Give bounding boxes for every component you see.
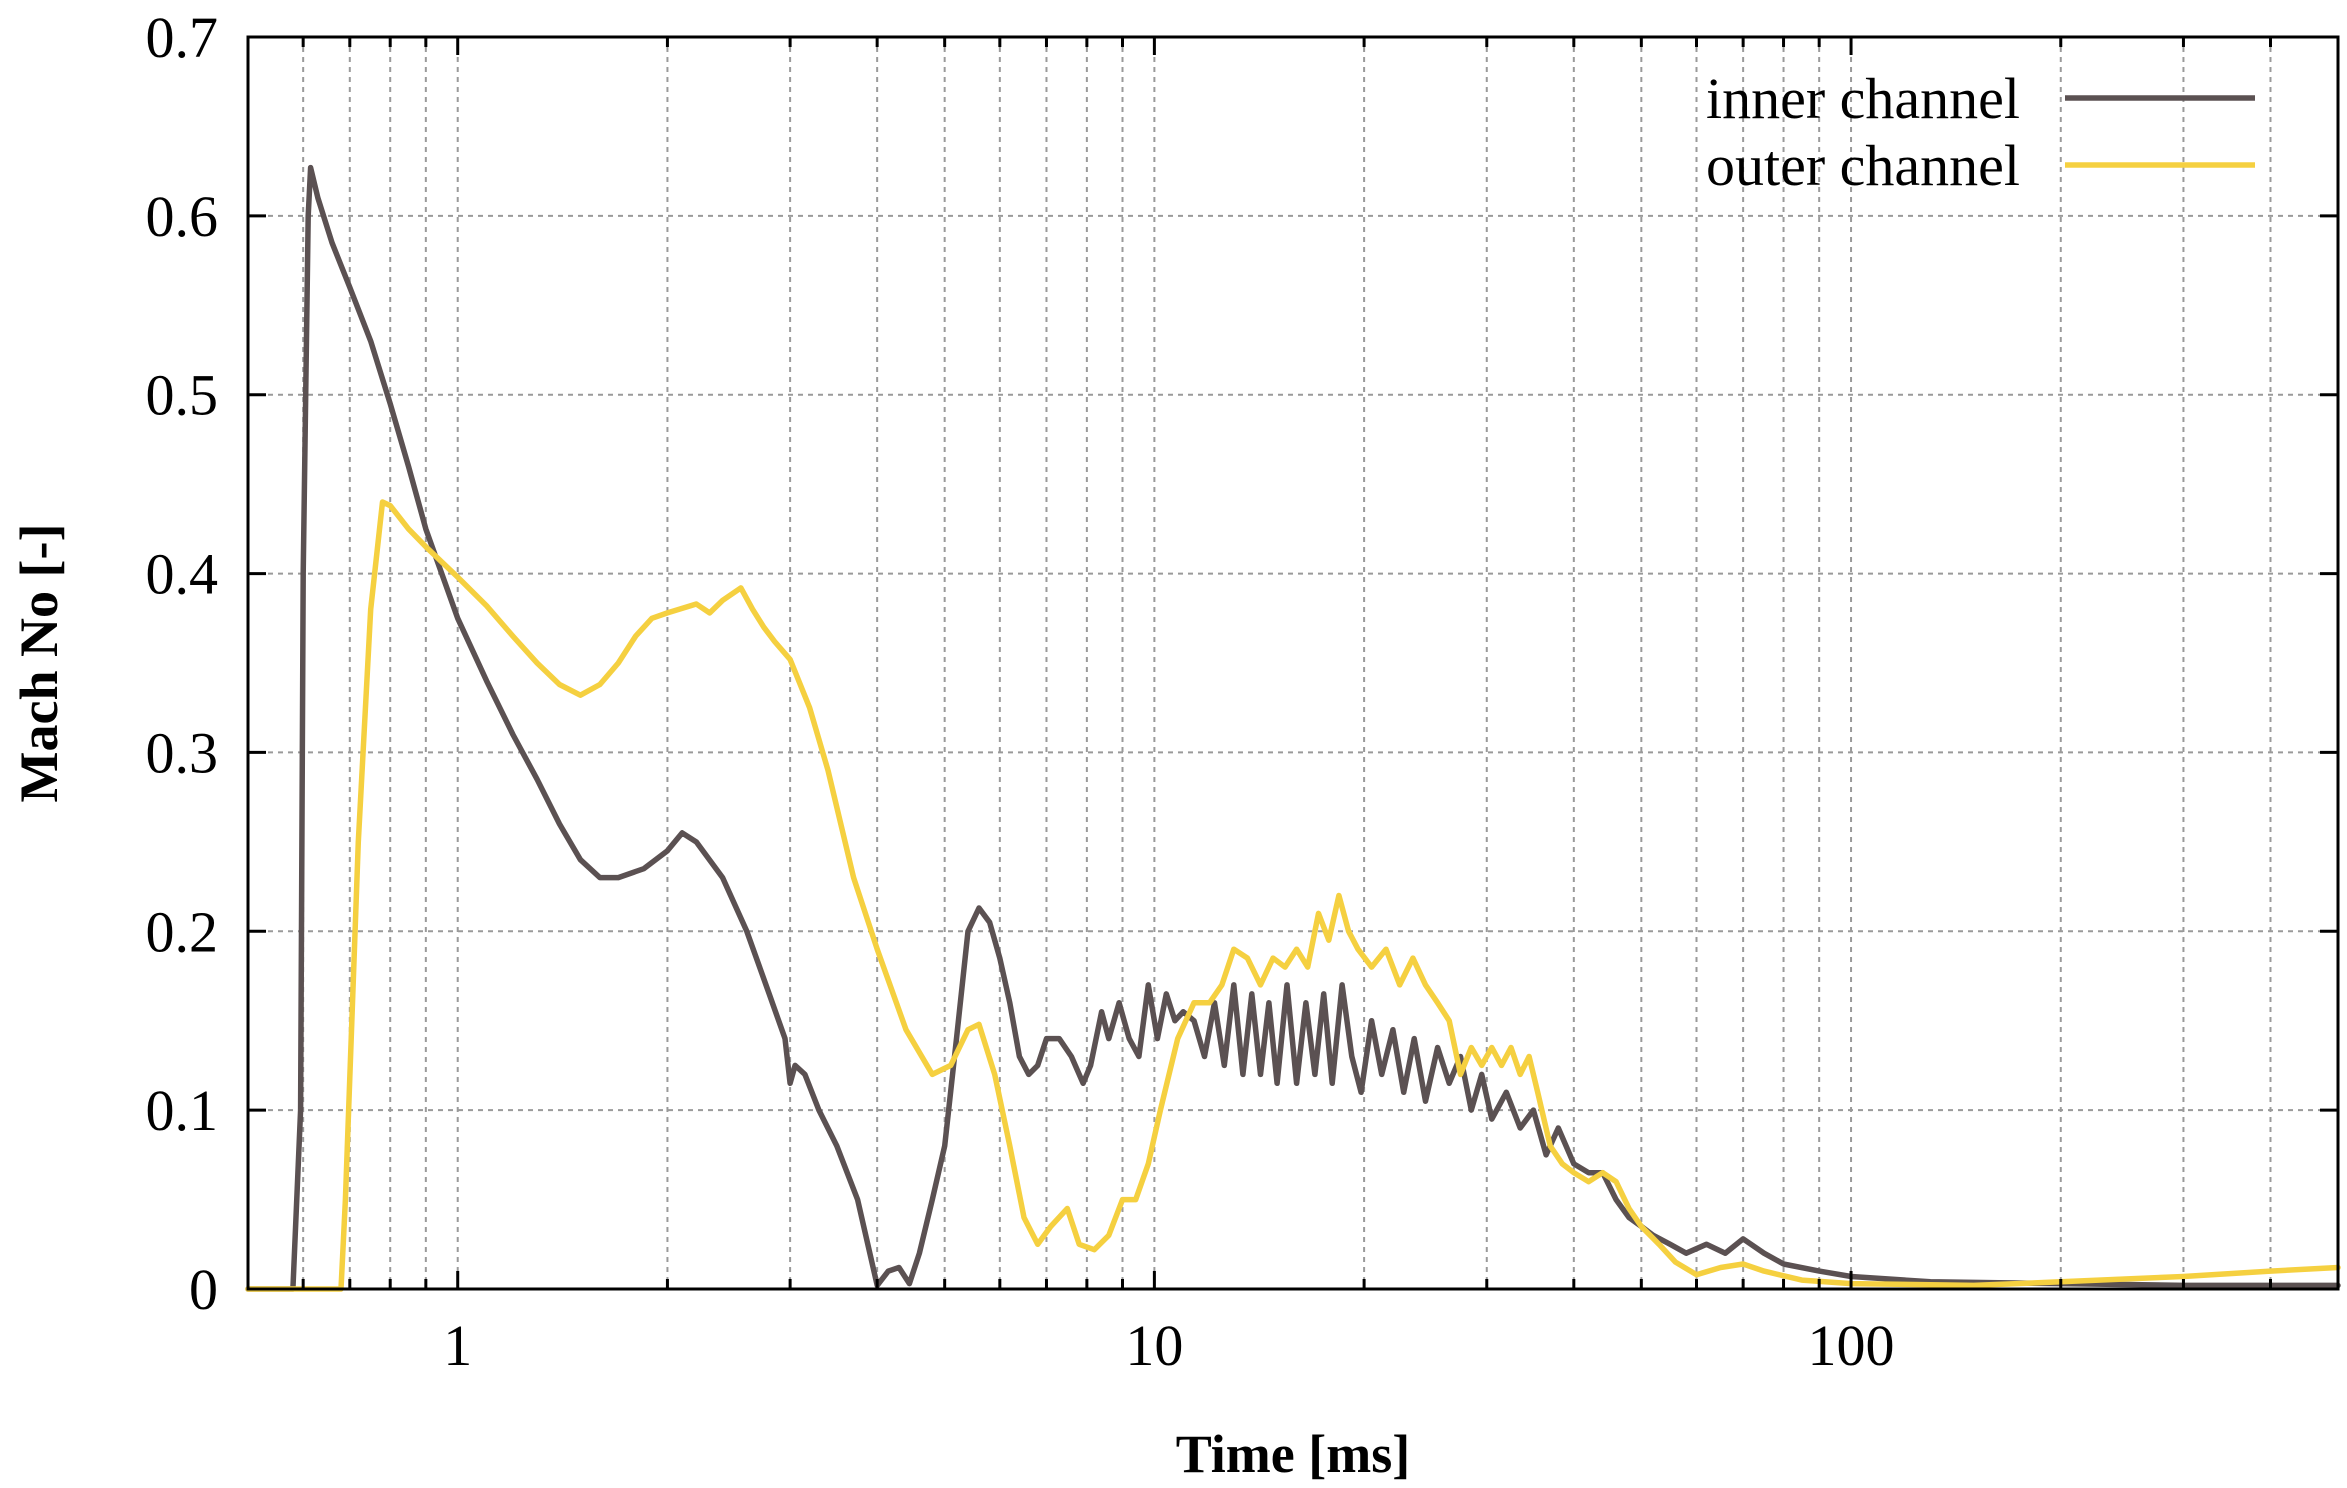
y-axis-title: Mach No [-] xyxy=(9,524,69,803)
x-tick-label: 1 xyxy=(443,1313,472,1378)
y-tick-labels: 0 0.1 0.2 0.3 0.4 0.5 0.6 0.7 xyxy=(146,5,219,1322)
x-tick-labels: 1 10 100 xyxy=(443,1313,1894,1378)
y-tick-label: 0.6 xyxy=(146,184,219,249)
y-tick-label: 0 xyxy=(189,1257,218,1322)
x-axis-title: Time [ms] xyxy=(1176,1424,1410,1484)
y-tick-label: 0.5 xyxy=(146,363,219,428)
x-tick-label: 10 xyxy=(1125,1313,1183,1378)
series-layer xyxy=(245,164,2341,1292)
legend-label: inner channel xyxy=(1706,66,2020,131)
series-line-inner-channel xyxy=(245,164,2341,1292)
y-tick-label: 0.2 xyxy=(146,899,219,964)
plot-frame xyxy=(246,35,2340,1291)
y-tick-label: 0.3 xyxy=(146,720,219,785)
y-tick-label: 0.1 xyxy=(146,1078,219,1143)
y-tick-label: 0.7 xyxy=(146,5,219,70)
series-line-outer-channel xyxy=(245,499,2341,1292)
y-tick-label: 0.4 xyxy=(146,542,219,607)
axis-ticks xyxy=(248,35,2338,1291)
grid xyxy=(248,37,2338,1289)
x-tick-label: 100 xyxy=(1808,1313,1895,1378)
legend-label: outer channel xyxy=(1706,133,2020,198)
